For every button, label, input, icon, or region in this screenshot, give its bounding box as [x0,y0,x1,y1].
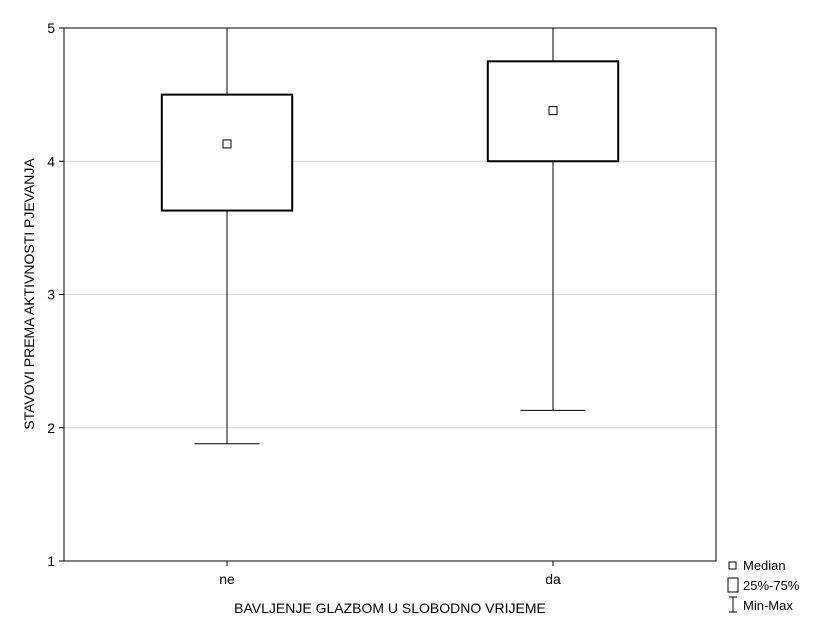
box-group-da [486,27,620,411]
boxes [160,27,620,445]
legend-whisker-marker [729,596,737,613]
legend-whisker-label: Min-Max [743,598,793,613]
x-axis-title: BAVLJENJE GLAZBOM U SLOBODNO VRIJEME [234,600,546,616]
y-tick-label: 1 [47,553,55,569]
legend-box-label: 25%-75% [743,578,800,593]
iqr-box [160,93,294,212]
legend-median-marker [728,561,737,570]
box-group-ne [160,27,294,445]
y-tick-label: 5 [47,20,55,36]
y-axis-title: STAVOVI PREMA AKTIVNOSTI PJEVANJA [21,158,37,430]
x-axis: ne da [219,561,561,587]
x-tick-label: ne [219,571,235,587]
median-marker [548,106,558,116]
x-tick-label: da [545,571,561,587]
y-tick-label: 3 [47,287,55,303]
legend-box-marker [727,577,739,593]
legend-median-label: Median [743,558,786,573]
y-tick-label: 2 [47,420,55,436]
median-marker [222,139,232,149]
legend: Median 25%-75% Min-Max [727,558,800,613]
y-tick-label: 4 [47,153,55,169]
y-axis: 1 2 3 4 5 [47,20,64,569]
